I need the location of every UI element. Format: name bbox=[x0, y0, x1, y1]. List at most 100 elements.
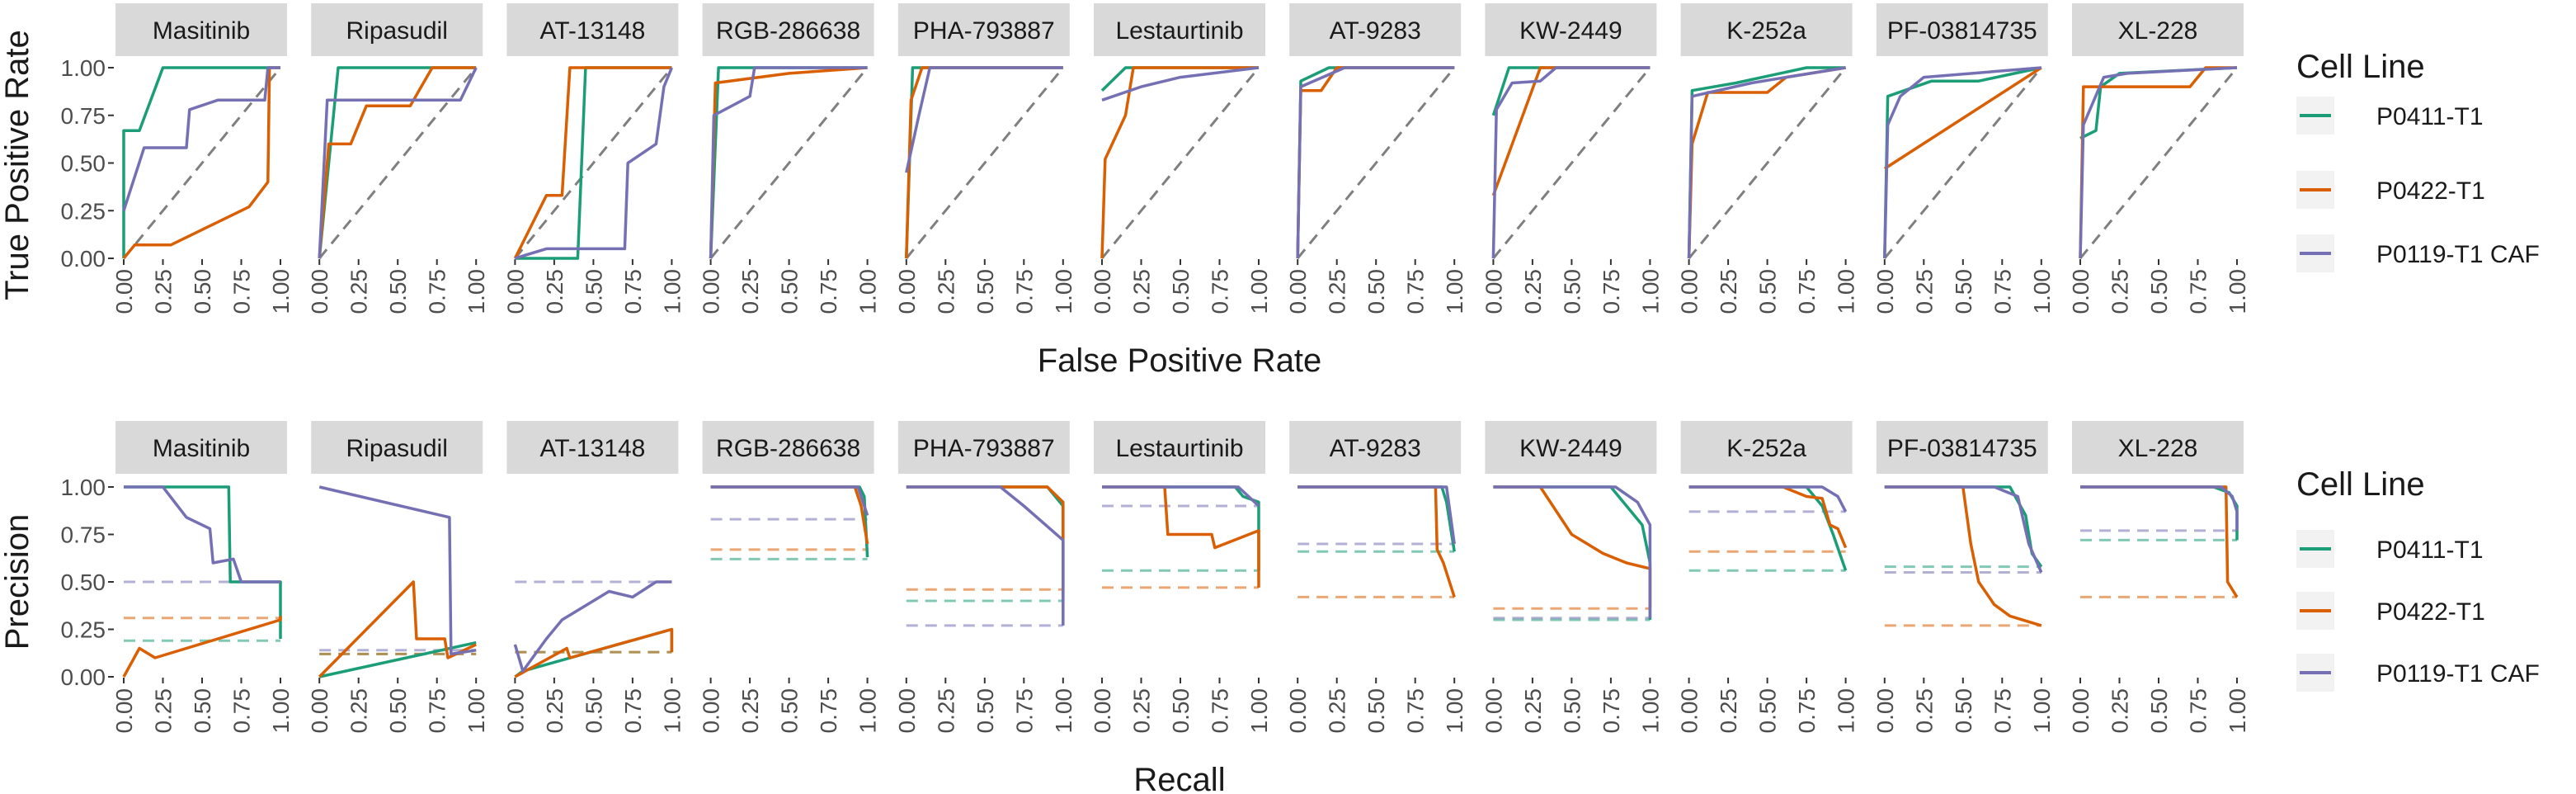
roc-strip-k-252a bbox=[1680, 3, 1853, 56]
pr-x-tick-label: 0.00 bbox=[699, 688, 724, 734]
pr-strip-kw-2449 bbox=[1485, 421, 1657, 474]
pr-line-pha-793887-p0119-t1-caf bbox=[906, 485, 1065, 626]
roc-strip-label-kw-2449: KW-2449 bbox=[1519, 17, 1622, 45]
pr-line-masitinib-p0422-t1 bbox=[122, 616, 282, 678]
pr-x-tick-label: 0.75 bbox=[1794, 688, 1820, 734]
roc-line-xl-228-p0119-t1-caf bbox=[2079, 66, 2238, 259]
pr-line-masitinib-p0119-t1-caf bbox=[124, 485, 280, 584]
pr-line-at-13148-p0119-t1-caf bbox=[513, 580, 672, 673]
pr-y-tick-label: 0.75 bbox=[61, 522, 106, 548]
pr-line-at-9283-p0422-t1 bbox=[1297, 485, 1456, 598]
pr-legend-label-1: P0411-T1 bbox=[2376, 536, 2484, 564]
pr-line-kw-2449-p0119-t1-caf bbox=[1493, 485, 1652, 618]
roc-x-tick-label: 0.50 bbox=[190, 269, 215, 314]
roc-strip-label-at-13148: AT-13148 bbox=[539, 17, 645, 45]
roc-line-kw-2449-p0119-t1-caf bbox=[1491, 66, 1651, 259]
roc-x-tick-label: 0.75 bbox=[1990, 269, 2015, 314]
pr-x-tick-label: 0.25 bbox=[1716, 688, 1741, 734]
pr-strip-label-lestaurtinib: Lestaurtinib bbox=[1115, 435, 1243, 462]
pr-x-tick-label: 0.00 bbox=[1872, 688, 1898, 734]
roc-x-tick-label: 0.25 bbox=[1325, 269, 1350, 314]
pr-x-tick-label: 0.50 bbox=[1168, 688, 1194, 734]
roc-y-tick-label: 0.25 bbox=[61, 198, 106, 224]
panels-layer: 0.00 0.25 0.50 0.75 1.00 Masitinib 0.00 0.25 0.5… bbox=[61, 3, 2250, 734]
pr-strip-label-rgb-286638: RGB-286638 bbox=[716, 435, 860, 462]
pr-x-tick-label: 0.00 bbox=[1481, 688, 1506, 734]
pr-x-tick-label: 0.75 bbox=[1011, 688, 1037, 734]
roc-y-tick-label: 1.00 bbox=[61, 55, 106, 81]
pr-x-tick-label: 1.00 bbox=[2225, 688, 2250, 734]
pr-strip-ripasudil bbox=[311, 421, 483, 474]
roc-x-tick-label: 0.50 bbox=[972, 269, 998, 314]
roc-x-tick-label: 1.00 bbox=[659, 269, 685, 314]
roc-x-tick-label: 1.00 bbox=[855, 269, 881, 314]
pr-strip-pha-793887 bbox=[897, 421, 1070, 474]
roc-x-tick-label: 1.00 bbox=[1834, 269, 1859, 314]
roc-line-pha-793887-p0119-t1-caf bbox=[905, 66, 1063, 173]
pr-line-lestaurtinib-p0422-t1 bbox=[1102, 485, 1260, 588]
roc-strip-label-rgb-286638: RGB-286638 bbox=[716, 17, 860, 45]
roc-strip-at-9283 bbox=[1289, 3, 1462, 56]
roc-legend: Cell Line P0411-T1 P0422-T1 P0119-T1 CAF bbox=[2296, 49, 2540, 272]
roc-x-tick-label: 0.25 bbox=[1911, 269, 1937, 314]
pr-line-xl-228-p0411-t1 bbox=[2080, 485, 2239, 541]
roc-strip-label-lestaurtinib: Lestaurtinib bbox=[1115, 17, 1243, 45]
roc-x-tick-label: 1.00 bbox=[1246, 269, 1272, 314]
pr-x-tick-label: 1.00 bbox=[659, 688, 685, 734]
pr-y-tick-label: 0.25 bbox=[61, 617, 106, 643]
roc-strip-kw-2449 bbox=[1485, 3, 1657, 56]
roc-x-tick-label: 0.50 bbox=[1559, 269, 1585, 314]
pr-line-ripasudil-p0422-t1 bbox=[318, 580, 477, 678]
roc-diagonal-rgb-286638 bbox=[709, 67, 869, 259]
roc-x-tick-label: 0.50 bbox=[581, 269, 606, 314]
pr-strip-label-xl-228: XL-228 bbox=[2118, 435, 2198, 462]
pr-legend: Cell Line P0411-T1 P0422-T1 P0119-T1 CAF bbox=[2296, 466, 2540, 692]
roc-legend-label-3: P0119-T1 CAF bbox=[2376, 241, 2540, 268]
pr-x-tick-label: 0.00 bbox=[1090, 688, 1115, 734]
pr-line-at-13148-p0422-t1 bbox=[514, 627, 674, 678]
pr-line-xl-228-p0119-t1-caf bbox=[2080, 485, 2239, 531]
roc-x-tick-label: 1.00 bbox=[1442, 269, 1467, 314]
roc-line-at-13148-p0422-t1 bbox=[513, 66, 672, 259]
pr-strip-lestaurtinib bbox=[1094, 421, 1265, 474]
pr-strip-label-masitinib: Masitinib bbox=[153, 435, 250, 462]
roc-line-ripasudil-p0422-t1 bbox=[318, 66, 477, 259]
pr-x-tick-label: 1.00 bbox=[1442, 688, 1467, 734]
roc-strip-label-ripasudil: Ripasudil bbox=[346, 17, 447, 45]
roc-x-tick-label: 1.00 bbox=[2225, 269, 2250, 314]
pr-line-masitinib-p0411-t1 bbox=[124, 485, 282, 639]
roc-x-tick-label: 0.00 bbox=[307, 269, 332, 314]
roc-x-tick-label: 0.75 bbox=[1403, 269, 1429, 314]
pr-line-pf-03814735-p0119-t1-caf bbox=[1884, 485, 2043, 574]
pr-line-k-252a-p0422-t1 bbox=[1688, 485, 1848, 549]
roc-strip-xl-228 bbox=[2072, 3, 2244, 56]
roc-strip-ripasudil bbox=[311, 3, 483, 56]
pr-x-tick-label: 0.50 bbox=[385, 688, 411, 734]
pr-line-rgb-286638-p0422-t1 bbox=[710, 485, 869, 545]
roc-line-masitinib-p0119-t1-caf bbox=[122, 66, 280, 211]
roc-diagonal-ripasudil bbox=[318, 67, 478, 259]
roc-line-pf-03814735-p0119-t1-caf bbox=[1883, 66, 2041, 259]
pr-line-lestaurtinib-p0119-t1-caf bbox=[1102, 485, 1260, 508]
roc-diagonal-masitinib bbox=[122, 67, 282, 259]
roc-strip-label-at-9283: AT-9283 bbox=[1330, 17, 1421, 45]
pr-strip-label-ripasudil: Ripasudil bbox=[346, 435, 447, 462]
roc-x-tick-label: 0.75 bbox=[425, 269, 450, 314]
roc-strip-label-masitinib: Masitinib bbox=[153, 17, 250, 45]
pr-line-ripasudil-p0411-t1 bbox=[318, 640, 477, 678]
pr-line-kw-2449-p0411-t1 bbox=[1493, 485, 1652, 620]
pr-x-tick-label: 0.25 bbox=[1520, 688, 1546, 734]
roc-x-tick-label: 0.25 bbox=[151, 269, 177, 314]
pr-strip-xl-228 bbox=[2072, 421, 2244, 474]
roc-line-rgb-286638-p0119-t1-caf bbox=[709, 66, 868, 259]
pr-x-tick-label: 0.25 bbox=[2107, 688, 2133, 734]
roc-x-tick-label: 0.75 bbox=[816, 269, 841, 314]
roc-strip-pha-793887 bbox=[897, 3, 1070, 56]
roc-x-tick-label: 1.00 bbox=[464, 269, 489, 314]
roc-line-at-13148-p0119-t1-caf bbox=[514, 67, 674, 260]
roc-x-tick-label: 0.50 bbox=[1951, 269, 1976, 314]
roc-x-tick-label: 0.00 bbox=[502, 269, 528, 314]
roc-line-at-9283-p0119-t1-caf bbox=[1296, 66, 1455, 259]
roc-legend-label-2: P0422-T1 bbox=[2376, 177, 2485, 205]
pr-x-tick-label: 0.50 bbox=[1951, 688, 1976, 734]
